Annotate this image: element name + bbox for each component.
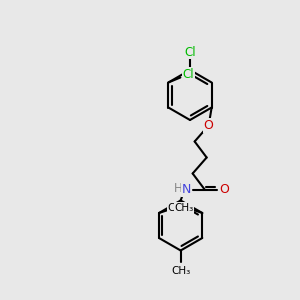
- Text: N: N: [182, 183, 191, 196]
- Text: CH₃: CH₃: [175, 203, 194, 213]
- Text: CH₃: CH₃: [171, 266, 190, 275]
- Text: O: O: [204, 119, 214, 132]
- Text: O: O: [220, 183, 230, 196]
- Text: Cl: Cl: [182, 68, 194, 81]
- Text: H: H: [174, 182, 183, 195]
- Text: Cl: Cl: [184, 46, 196, 59]
- Text: CH₃: CH₃: [167, 203, 187, 213]
